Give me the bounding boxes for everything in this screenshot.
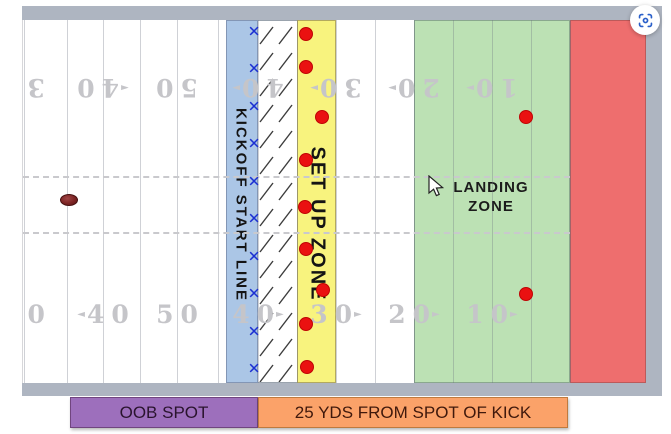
legend-25-yds-label: 25 YDS FROM SPOT OF KICK xyxy=(294,402,532,422)
landing-dot xyxy=(519,110,533,124)
yard-number-arrow: ◄ xyxy=(77,309,85,320)
yard-line xyxy=(336,20,337,383)
yard-line xyxy=(258,20,259,383)
yard-line xyxy=(218,20,219,383)
screen-capture-button[interactable] xyxy=(630,5,660,35)
yard-number: 30 ► xyxy=(310,300,362,330)
yard-line xyxy=(531,20,532,383)
yard-number-arrow: ► xyxy=(510,309,518,320)
landing-zone xyxy=(414,20,570,383)
legend-oob-spot-label: OOB SPOT xyxy=(119,402,209,422)
yard-number: ◄ 40 xyxy=(70,72,129,102)
yard-number: 10 ► xyxy=(466,72,518,102)
kickoff-x-mark: ✕ xyxy=(247,247,261,266)
yard-number: 30 xyxy=(23,300,45,330)
field: KICKOFF START LINE SET UP ZONE LANDING Z… xyxy=(22,20,646,383)
diagonal-hatch-pattern xyxy=(258,21,297,382)
landing-zone-label-line2: ZONE xyxy=(468,198,514,215)
kickoff-x-mark: ✕ xyxy=(247,359,261,378)
landing-dot xyxy=(299,317,313,331)
landing-dot xyxy=(316,283,330,297)
kickoff-x-mark: ✕ xyxy=(247,172,261,191)
landing-dot xyxy=(315,110,329,124)
yard-number-digits: 40 xyxy=(86,300,136,329)
yard-number: 50 xyxy=(149,72,198,102)
yard-number: ◄ 40 xyxy=(77,300,129,330)
yard-line xyxy=(24,20,25,383)
kickoff-x-mark: ✕ xyxy=(247,97,261,116)
landing-dot xyxy=(299,242,313,256)
hash-mark-line xyxy=(23,176,570,178)
yard-number-arrow: ► xyxy=(432,309,440,320)
yard-number: 10 ► xyxy=(466,300,518,330)
yard-line xyxy=(570,20,571,383)
yard-number-digits: 40 xyxy=(70,73,120,102)
yard-line xyxy=(492,20,493,383)
yard-number: 30 ► xyxy=(310,72,362,102)
yard-number-digits: 30 xyxy=(310,300,360,329)
football xyxy=(60,194,78,206)
yard-number-arrow: ► xyxy=(354,309,362,320)
kickoff-x-mark: ✕ xyxy=(247,59,261,78)
landing-dot xyxy=(299,27,313,41)
yard-number-digits: 10 xyxy=(466,300,516,329)
yard-number-digits: 40 xyxy=(232,300,282,329)
end-line-right xyxy=(645,6,662,396)
yard-number: 30 xyxy=(22,72,45,102)
yard-number-digits: 30 xyxy=(22,73,45,102)
yard-line xyxy=(453,20,454,383)
landing-dot xyxy=(300,360,314,374)
yard-number-arrow: ► xyxy=(310,82,318,93)
yard-line xyxy=(414,20,415,383)
kickoff-x-mark: ✕ xyxy=(247,134,261,153)
landing-dot xyxy=(299,60,313,74)
kickoff-start-line-zone xyxy=(226,20,258,383)
yard-number-digits: 30 xyxy=(23,300,52,329)
legend-oob-spot: OOB SPOT xyxy=(70,397,258,428)
landing-dot xyxy=(519,287,533,301)
sideline-bottom xyxy=(22,383,662,396)
yard-number-digits: 50 xyxy=(149,73,198,102)
yard-number-digits: 30 xyxy=(312,73,362,102)
kickoff-x-mark: ✕ xyxy=(247,322,261,341)
yard-line xyxy=(297,20,298,383)
hash-mark-line xyxy=(23,232,570,234)
kickoff-x-mark: ✕ xyxy=(247,209,261,228)
mouse-cursor xyxy=(428,175,445,197)
yard-number-digits: 10 xyxy=(468,73,518,102)
yard-number: 20 ► xyxy=(388,72,440,102)
yard-number-arrow: ► xyxy=(466,82,474,93)
landing-zone-label-line1: LANDING xyxy=(453,179,529,196)
yard-number-arrow: ◄ xyxy=(121,82,129,93)
yard-number-arrow: ► xyxy=(232,82,240,93)
landing-dot xyxy=(298,200,312,214)
sideline-top xyxy=(22,6,662,20)
legend-25-yds: 25 YDS FROM SPOT OF KICK xyxy=(258,397,568,428)
yard-line xyxy=(140,20,141,383)
yard-number-digits: 20 xyxy=(388,300,438,329)
hatched-buffer-zone xyxy=(258,20,297,383)
yard-number-digits: 50 xyxy=(156,300,205,329)
kickoff-x-mark: ✕ xyxy=(247,22,261,41)
yard-number-arrow: ► xyxy=(276,309,284,320)
out-of-bounds-zone xyxy=(570,20,646,383)
landing-zone-label: LANDING ZONE xyxy=(453,178,528,216)
screen-capture-icon xyxy=(638,13,652,27)
landing-dot xyxy=(299,153,313,167)
kickoff-x-mark: ✕ xyxy=(247,284,261,303)
yard-line xyxy=(177,20,178,383)
yard-number: 40 ► xyxy=(232,300,284,330)
yard-number-digits: 20 xyxy=(390,73,440,102)
yard-number-arrow: ► xyxy=(388,82,396,93)
yard-line xyxy=(103,20,104,383)
yard-number: 20 ► xyxy=(388,300,440,330)
setup-zone-label: SET UP ZONE xyxy=(306,146,329,302)
yard-number: 50 xyxy=(156,300,198,330)
yard-line xyxy=(375,20,376,383)
